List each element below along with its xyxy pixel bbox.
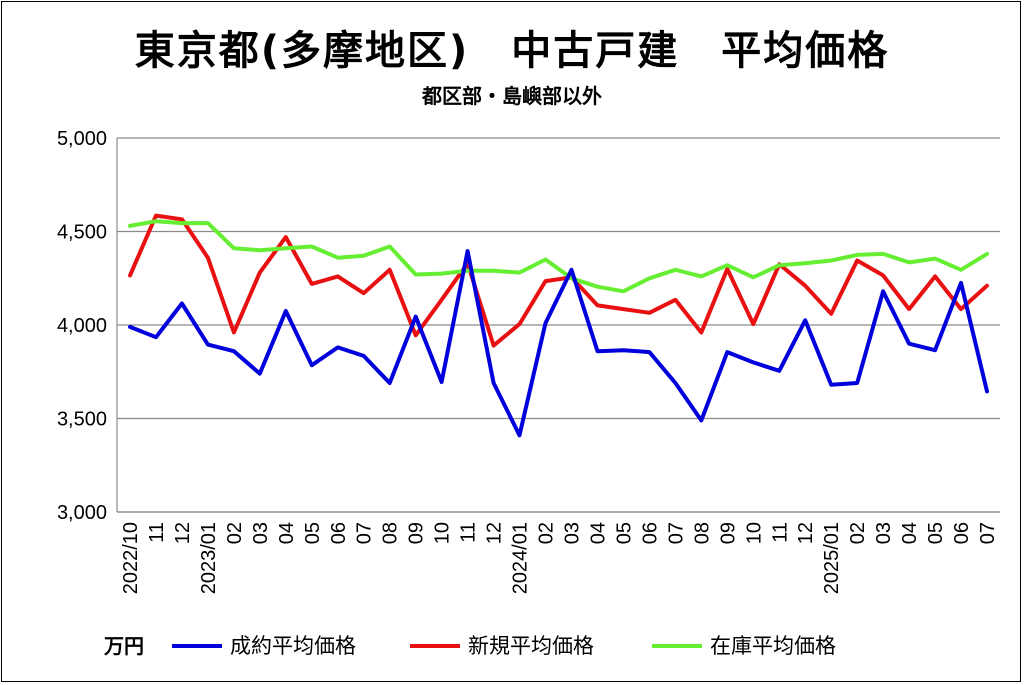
series-line-2 bbox=[128, 213, 989, 348]
y-tick-labels: 3,000 3,500 4,000 4,500 5,000 bbox=[57, 128, 107, 524]
x-tick-label: 12 bbox=[484, 522, 506, 544]
x-tick-label: 05 bbox=[613, 522, 635, 544]
x-tick-label: 02 bbox=[536, 522, 558, 544]
chart-title: 東京都(多摩地区) 中古戸建 平均価格 bbox=[134, 28, 890, 74]
x-tick-label: 2022/10 bbox=[120, 522, 142, 594]
series-lines bbox=[128, 213, 989, 438]
x-tick-label: 10 bbox=[743, 522, 765, 544]
legend-label-3: 在庫平均価格 bbox=[710, 634, 836, 658]
y-tick-label: 3,000 bbox=[57, 502, 107, 524]
x-tick-label: 03 bbox=[250, 522, 272, 544]
x-tick-label: 03 bbox=[873, 522, 895, 544]
x-tick-label: 09 bbox=[406, 522, 428, 544]
x-tick-label: 06 bbox=[328, 522, 350, 544]
x-tick-label: 03 bbox=[561, 522, 583, 544]
x-tick-label: 07 bbox=[977, 522, 999, 544]
series-line-3 bbox=[128, 219, 989, 294]
x-tick-label: 08 bbox=[691, 522, 713, 544]
x-tick-label: 05 bbox=[925, 522, 947, 544]
y-tick-label: 3,500 bbox=[57, 409, 107, 431]
x-tick-label: 06 bbox=[639, 522, 661, 544]
y-tick-label: 4,000 bbox=[57, 315, 107, 337]
x-tick-label: 11 bbox=[769, 522, 791, 543]
x-tick-label: 05 bbox=[302, 522, 324, 544]
x-tick-label: 04 bbox=[899, 522, 921, 544]
x-tick-label: 2024/01 bbox=[510, 522, 532, 594]
x-tick-label: 11 bbox=[146, 522, 168, 543]
x-tick-label: 07 bbox=[354, 522, 376, 544]
x-tick-label: 12 bbox=[172, 522, 194, 544]
x-tick-label: 09 bbox=[717, 522, 739, 544]
unit-label: 万円 bbox=[103, 634, 144, 658]
legend: 万円 成約平均価格 新規平均価格 在庫平均価格 bbox=[103, 634, 836, 658]
x-tick-label: 08 bbox=[380, 522, 402, 544]
x-tick-label: 02 bbox=[224, 522, 246, 544]
x-tick-label: 10 bbox=[432, 522, 454, 544]
x-tick-labels: 2022/10 11 12 2023/01 02 03 04 05 06 07 08 09 10 11 12… bbox=[120, 522, 999, 594]
x-tick-label: 02 bbox=[847, 522, 869, 544]
x-tick-label: 11 bbox=[458, 522, 480, 543]
y-tick-label: 5,000 bbox=[57, 128, 107, 150]
legend-label-2: 新規平均価格 bbox=[468, 634, 594, 658]
gridlines bbox=[117, 137, 1000, 513]
x-tick-label: 04 bbox=[276, 522, 298, 544]
x-tick-label: 07 bbox=[665, 522, 687, 544]
y-tick-label: 4,500 bbox=[57, 222, 107, 244]
axes bbox=[116, 138, 1000, 513]
series-line-1 bbox=[128, 249, 989, 438]
x-tick-label: 2025/01 bbox=[821, 522, 843, 594]
chart-subtitle: 都区部・島嶼部以外 bbox=[422, 84, 602, 108]
legend-label-1: 成約平均価格 bbox=[230, 634, 356, 658]
x-tick-label: 04 bbox=[587, 522, 609, 544]
x-tick-label: 12 bbox=[795, 522, 817, 544]
x-tick-label: 06 bbox=[951, 522, 973, 544]
x-tick-label: 2023/01 bbox=[198, 522, 220, 594]
